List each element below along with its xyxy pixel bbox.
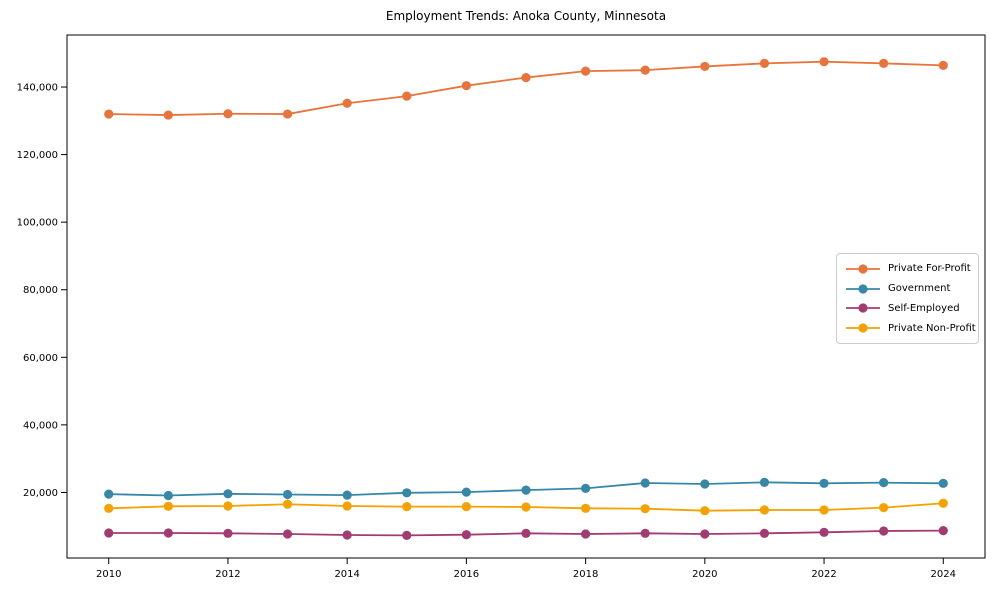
x-tick-label: 2014: [334, 569, 359, 580]
legend-entry-government: Government: [845, 283, 970, 295]
y-tick-label: 140,000: [17, 83, 58, 94]
point-private-non-profit-2018: [581, 503, 591, 513]
point-government-2017: [521, 485, 531, 495]
point-private-for-profit-2012: [223, 109, 233, 119]
point-private-for-profit-2021: [759, 58, 770, 68]
point-private-for-profit-2011: [163, 110, 173, 120]
point-self-employed-2023: [879, 526, 889, 536]
point-government-2013: [282, 489, 293, 500]
line-marker-icon: [846, 264, 880, 274]
x-tick-label: 2016: [454, 569, 479, 580]
point-private-for-profit-2020: [700, 61, 710, 72]
x-tick-label: 2022: [811, 569, 836, 580]
point-private-non-profit-2011: [163, 501, 173, 511]
point-private-for-profit-2023: [879, 58, 889, 68]
point-self-employed-2019: [640, 528, 650, 538]
legend-label: Self-Employed: [888, 302, 960, 314]
point-private-non-profit-2016: [461, 502, 471, 512]
point-private-non-profit-2022: [819, 505, 829, 515]
point-private-for-profit-2014: [342, 98, 352, 108]
legend: Private For-Profit Government Self-Emplo…: [836, 253, 979, 344]
y-tick-label: 20,000: [23, 488, 58, 499]
point-self-employed-2018: [581, 529, 591, 539]
point-self-employed-2015: [402, 530, 412, 540]
line-marker-icon: [846, 303, 880, 313]
legend-label: Private Non-Profit: [888, 322, 976, 334]
y-tick-label: 100,000: [17, 218, 58, 229]
point-self-employed-2016: [461, 530, 471, 540]
point-self-employed-2011: [163, 528, 173, 538]
point-government-2012: [223, 489, 233, 499]
point-government-2023: [879, 478, 889, 488]
point-self-employed-2024: [938, 526, 948, 536]
legend-entry-private-for-profit: Private For-Profit: [845, 263, 971, 275]
x-tick-label: 2012: [215, 569, 240, 580]
point-government-2015: [402, 488, 412, 498]
point-self-employed-2012: [223, 528, 233, 538]
point-private-for-profit-2024: [938, 60, 948, 71]
point-government-2011: [163, 490, 173, 501]
point-private-non-profit-2014: [342, 501, 352, 511]
legend-entry-self-employed: Self-Employed: [845, 302, 970, 314]
point-government-2022: [819, 478, 829, 488]
legend-entry-private-non-profit: Private Non-Profit: [845, 322, 976, 334]
legend-label: Private For-Profit: [888, 263, 971, 275]
point-self-employed-2014: [342, 530, 352, 540]
point-private-non-profit-2019: [640, 504, 650, 514]
point-private-for-profit-2016: [461, 81, 471, 91]
point-private-non-profit-2017: [521, 502, 531, 512]
point-self-employed-2020: [700, 529, 710, 539]
point-private-for-profit-2022: [819, 57, 829, 67]
x-tick-label: 2010: [96, 569, 121, 580]
point-government-2020: [700, 479, 710, 489]
point-private-non-profit-2023: [879, 503, 889, 513]
point-private-non-profit-2013: [282, 499, 293, 509]
point-self-employed-2022: [819, 527, 829, 537]
point-government-2018: [581, 483, 591, 494]
point-private-non-profit-2010: [104, 503, 114, 513]
plot-border: [66, 34, 986, 559]
point-private-for-profit-2017: [521, 72, 531, 83]
point-government-2019: [640, 478, 650, 488]
point-private-for-profit-2019: [640, 65, 650, 75]
x-tick-label: 2018: [573, 569, 598, 580]
line-marker-icon: [846, 323, 880, 333]
point-private-non-profit-2015: [402, 502, 412, 512]
point-government-2014: [342, 490, 352, 500]
y-tick-label: 120,000: [17, 150, 58, 161]
line-marker-icon: [846, 284, 880, 294]
point-private-for-profit-2010: [104, 109, 114, 119]
point-self-employed-2017: [521, 528, 531, 538]
point-self-employed-2010: [104, 528, 114, 538]
point-government-2010: [104, 489, 114, 499]
y-tick-label: 40,000: [23, 420, 58, 431]
point-private-non-profit-2020: [700, 506, 710, 516]
point-private-for-profit-2013: [282, 109, 293, 119]
point-self-employed-2013: [282, 529, 293, 539]
point-private-non-profit-2012: [223, 501, 233, 511]
point-private-for-profit-2018: [581, 66, 591, 76]
chart-title: Employment Trends: Anoka County, Minneso…: [385, 9, 667, 23]
y-tick-label: 60,000: [23, 353, 58, 364]
point-self-employed-2021: [759, 528, 770, 538]
point-government-2016: [461, 487, 471, 497]
point-private-non-profit-2024: [938, 498, 948, 508]
point-private-for-profit-2015: [402, 91, 412, 101]
point-government-2024: [938, 478, 948, 488]
x-tick-label: 2020: [692, 569, 717, 580]
point-government-2021: [759, 477, 770, 487]
legend-label: Government: [888, 283, 951, 295]
x-tick-label: 2024: [931, 569, 956, 580]
line-private-for-profit: [108, 60, 944, 116]
y-tick-label: 80,000: [23, 285, 58, 296]
point-private-non-profit-2021: [759, 505, 770, 515]
